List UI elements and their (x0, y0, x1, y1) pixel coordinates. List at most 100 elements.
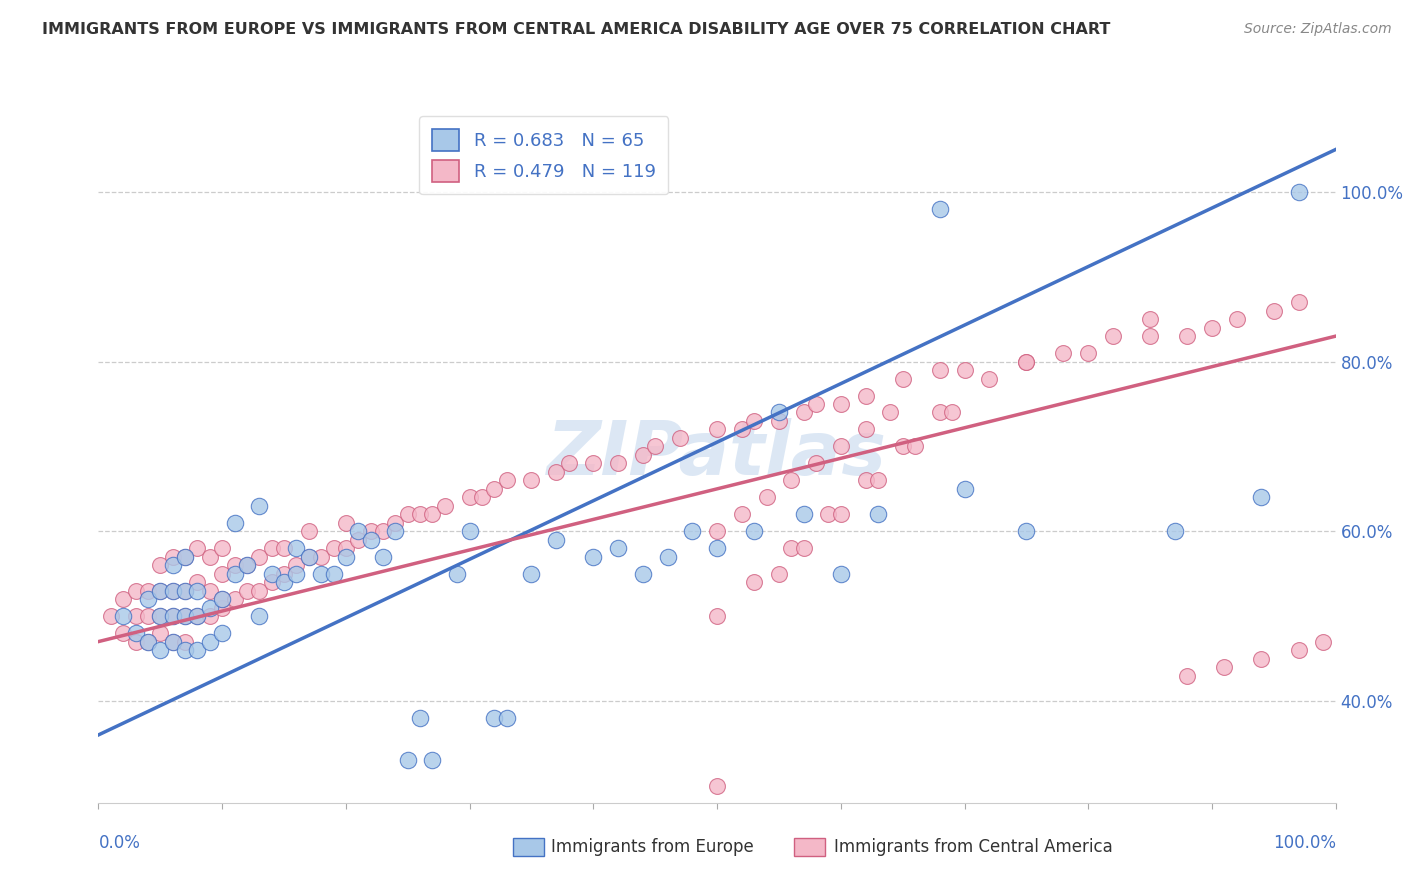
Point (198, 634, 221, 648)
Point (793, 508, 815, 522)
Point (768, 414, 790, 428)
Point (1015, 354, 1038, 368)
Point (335, 516, 357, 530)
Point (582, 457, 605, 471)
Point (855, 422, 877, 436)
Point (186, 609, 208, 624)
Point (742, 414, 765, 428)
Point (1139, 329, 1161, 343)
Point (224, 566, 246, 581)
Point (285, 566, 308, 581)
Point (484, 711, 506, 725)
Point (1052, 346, 1074, 360)
Point (162, 549, 184, 564)
Point (855, 474, 877, 488)
Point (706, 541, 728, 556)
Point (186, 609, 208, 624)
Point (520, 566, 543, 581)
Point (236, 558, 259, 573)
Point (1175, 329, 1198, 343)
Point (879, 405, 901, 419)
Point (162, 609, 184, 624)
Point (149, 558, 172, 573)
Point (1102, 329, 1125, 343)
Point (384, 524, 406, 539)
Point (706, 422, 728, 436)
Point (669, 431, 692, 445)
Point (742, 524, 765, 539)
Point (322, 541, 344, 556)
Point (273, 575, 295, 590)
Text: IMMIGRANTS FROM EUROPE VS IMMIGRANTS FROM CENTRAL AMERICA DISABILITY AGE OVER 75: IMMIGRANTS FROM EUROPE VS IMMIGRANTS FRO… (42, 22, 1111, 37)
Point (174, 609, 197, 624)
Point (546, 533, 568, 547)
Legend: R = 0.683   N = 65, R = 0.479   N = 119: R = 0.683 N = 65, R = 0.479 N = 119 (419, 116, 668, 194)
Point (100, 609, 122, 624)
Point (780, 541, 803, 556)
Point (1226, 312, 1249, 326)
Point (298, 549, 321, 564)
Point (1250, 491, 1272, 505)
Point (904, 439, 927, 453)
Point (830, 508, 852, 522)
Point (285, 541, 308, 556)
Point (396, 508, 419, 522)
Point (174, 609, 197, 624)
Point (136, 583, 159, 598)
Point (928, 405, 950, 419)
Point (657, 549, 679, 564)
Point (149, 643, 172, 657)
Point (309, 549, 332, 564)
Point (198, 609, 221, 624)
Point (1201, 320, 1223, 334)
Point (149, 626, 172, 640)
Point (793, 405, 815, 419)
Point (260, 541, 283, 556)
Point (186, 583, 208, 598)
Point (1312, 634, 1334, 648)
Point (162, 583, 184, 598)
Point (260, 566, 283, 581)
Point (162, 609, 184, 624)
Point (298, 524, 321, 539)
Point (804, 397, 827, 411)
Text: 0.0%: 0.0% (98, 834, 141, 852)
Point (112, 626, 135, 640)
Point (1263, 303, 1285, 318)
Point (780, 474, 803, 488)
Point (360, 533, 382, 547)
Point (162, 583, 184, 598)
Point (631, 448, 654, 462)
Point (309, 566, 332, 581)
Point (953, 363, 976, 377)
Point (224, 592, 246, 607)
Point (631, 566, 654, 581)
Point (174, 549, 197, 564)
Point (768, 405, 790, 419)
Point (1077, 346, 1099, 360)
Point (211, 600, 233, 615)
Point (928, 363, 950, 377)
Point (298, 549, 321, 564)
Point (224, 558, 246, 573)
Point (458, 524, 481, 539)
Point (360, 524, 382, 539)
Point (866, 474, 889, 488)
Point (582, 549, 605, 564)
Point (433, 499, 456, 513)
Point (891, 439, 914, 453)
Point (149, 583, 172, 598)
Point (446, 566, 468, 581)
Point (409, 711, 432, 725)
Point (211, 566, 233, 581)
Point (644, 439, 666, 453)
Text: Source: ZipAtlas.com: Source: ZipAtlas.com (1244, 22, 1392, 37)
Point (1288, 295, 1310, 310)
Point (124, 609, 146, 624)
Point (941, 405, 963, 419)
Point (211, 541, 233, 556)
Point (198, 549, 221, 564)
Point (371, 549, 394, 564)
Point (371, 524, 394, 539)
Point (1175, 668, 1198, 682)
